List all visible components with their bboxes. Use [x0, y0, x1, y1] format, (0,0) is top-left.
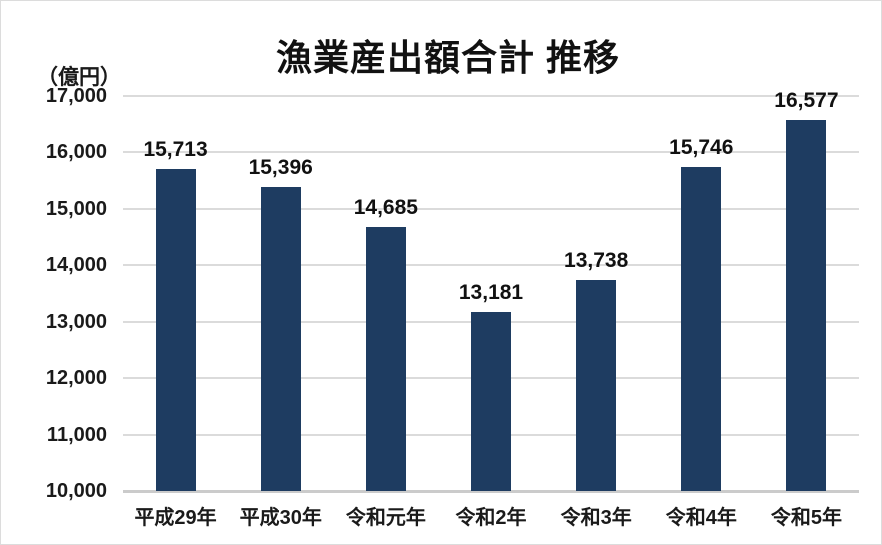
gridline — [123, 151, 859, 154]
bar-value-label: 13,181 — [458, 280, 524, 304]
y-axis-unit-label: （億円） — [37, 66, 121, 89]
bar — [155, 168, 196, 491]
bar-value-label: 15,713 — [143, 137, 208, 161]
y-axis-tick-label: 16,000 — [45, 141, 107, 164]
x-axis-category-label: 平成29年 — [134, 507, 217, 529]
x-axis-line — [123, 489, 859, 493]
x-axis-category-label: 令和2年 — [455, 507, 527, 529]
bar — [260, 186, 301, 491]
bar — [786, 119, 827, 491]
gridline — [123, 207, 859, 210]
bar-value-label: 15,396 — [248, 155, 313, 179]
y-axis-tick-label: 14,000 — [45, 254, 107, 277]
y-axis-tick-label: 13,000 — [45, 310, 107, 333]
bar — [471, 311, 511, 491]
x-axis-category-label: 令和4年 — [665, 507, 737, 529]
x-axis-category-label: 令和5年 — [770, 507, 842, 529]
y-axis-tick-label: 12,000 — [45, 367, 107, 390]
y-axis-tick-label: 15,000 — [45, 197, 107, 220]
y-axis-tick-label: 17,000 — [45, 85, 107, 107]
gridline — [123, 264, 859, 267]
x-axis-category-label: 令和3年 — [560, 507, 632, 529]
bar — [365, 226, 406, 491]
bar — [576, 280, 617, 491]
chart-title: 漁業産出額合計 推移 — [275, 37, 620, 78]
y-axis-tick-label: 11,000 — [46, 423, 107, 446]
bar-value-label: 13,738 — [564, 249, 629, 273]
bar-value-label: 16,577 — [774, 88, 839, 112]
bar-value-label: 15,746 — [669, 135, 734, 159]
gridline — [123, 95, 859, 97]
bar — [681, 166, 722, 491]
x-axis-category-label: 令和元年 — [345, 507, 426, 529]
y-axis-tick-label: 10,000 — [45, 480, 107, 502]
x-axis-category-label: 平成30年 — [239, 507, 322, 529]
bar-value-label: 14,685 — [353, 195, 418, 219]
